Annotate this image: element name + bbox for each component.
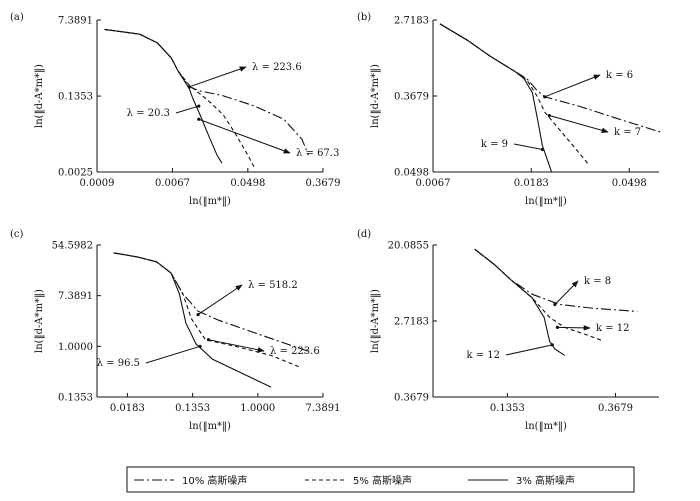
annotation-arrow [189, 66, 247, 88]
series-line-5pct [104, 28, 256, 169]
annotation-label: λ = 20.3 [127, 108, 170, 119]
annotation-label: λ = 223.6 [270, 346, 320, 357]
y-axis-label: ln(‖d-A*m*‖) [34, 64, 45, 128]
y-tick-label: 0.0498 [394, 168, 429, 179]
series-line-3pct [104, 28, 223, 164]
x-tick-label: 0.0183 [514, 178, 549, 189]
annotation-arrow [145, 345, 201, 364]
annotation-label: k = 12 [596, 323, 630, 334]
legend-label: 3% 高斯噪声 [516, 474, 575, 487]
chart-panel: (a) 0.0025 0.1353 7.3891 0.0009 0.0067 0.0498 0… [10, 12, 341, 207]
chart-panel: (b) 0.0498 0.3679 2.7183 0.0067 0.0183 0.0498 l… [357, 12, 663, 207]
annotation-arrow [175, 105, 199, 114]
x-tick-label: 1.0000 [240, 403, 275, 414]
annotation-label: λ = 96.5 [97, 358, 140, 369]
y-tick-label: 2.7183 [394, 317, 429, 328]
panel-label: (a) [10, 12, 24, 23]
legend: 10% 高斯噪声 5% 高斯噪声 3% 高斯噪声 [126, 466, 635, 493]
series-line-3pct [474, 248, 566, 356]
panel-label: (b) [357, 12, 371, 23]
series-line-5pct [474, 248, 604, 342]
annotation-label: λ = 67.3 [296, 148, 339, 159]
series-line-3pct [113, 252, 272, 388]
legend-box [126, 466, 635, 493]
x-tick-label: 0.1353 [175, 403, 210, 414]
y-tick-label: 7.3891 [58, 291, 93, 302]
x-tick-label: 0.0009 [80, 178, 115, 189]
x-tick-label: 0.3679 [598, 403, 633, 414]
x-axis-label: ln(‖m*‖) [525, 421, 567, 432]
annotation-arrow [549, 115, 609, 133]
x-axis-label: ln(‖m*‖) [525, 196, 567, 207]
chart-panel: (d) 0.3679 2.7183 20.0855 0.1353 0.3679 ln(‖m*… [357, 229, 659, 432]
y-tick-label: 54.5982 [52, 241, 93, 252]
x-tick-label: 0.0183 [110, 403, 145, 414]
series-line-10pct [104, 28, 310, 156]
annotation-label: k = 6 [606, 70, 633, 81]
x-tick-label: 0.0498 [230, 178, 265, 189]
annotation-arrow [513, 143, 543, 151]
x-axis-label: ln(‖m*‖) [189, 196, 231, 207]
y-tick-label: 1.0000 [58, 342, 93, 353]
x-tick-label: 0.0498 [612, 178, 647, 189]
y-tick-label: 2.7183 [394, 16, 429, 27]
y-tick-label: 0.1353 [58, 393, 93, 404]
y-tick-label: 20.0855 [388, 241, 429, 252]
legend-label: 5% 高斯噪声 [353, 474, 412, 487]
y-tick-label: 0.3679 [394, 92, 429, 103]
annotation-arrow [197, 284, 243, 316]
annotation-point [206, 338, 211, 342]
legend-label: 10% 高斯噪声 [182, 474, 247, 487]
annotation-label: λ = 518.2 [248, 280, 298, 291]
y-axis-label: ln(‖d-A*m*‖) [370, 64, 381, 128]
annotation-arrow [544, 74, 601, 98]
x-tick-label: 0.0067 [155, 178, 190, 189]
annotation-label: k = 9 [481, 139, 508, 150]
y-tick-label: 0.3679 [394, 393, 429, 404]
annotation-arrow [557, 325, 591, 331]
series-line-3pct [439, 23, 553, 172]
x-tick-label: 7.3891 [306, 403, 341, 414]
annotation-label: k = 7 [614, 127, 641, 138]
annotation-label: k = 12 [466, 350, 500, 361]
y-axis-label: ln(‖d-A*m*‖) [370, 289, 381, 353]
x-tick-label: 0.0067 [416, 178, 451, 189]
chart-panel: (c) 0.1353 1.0000 7.3891 54.5982 0.0183 0.1353… [10, 229, 341, 432]
y-tick-label: 0.0025 [58, 168, 93, 179]
annotation-label: λ = 223.6 [252, 62, 302, 73]
x-tick-label: 0.3679 [306, 178, 341, 189]
annotation-arrow [208, 339, 265, 353]
annotation-label: k = 8 [584, 276, 611, 287]
annotation-point [550, 343, 554, 347]
series-line-10pct [474, 248, 638, 312]
series-line-5pct [113, 252, 299, 368]
x-tick-label: 0.1353 [490, 403, 525, 414]
series-line-10pct [113, 252, 311, 353]
panel-label: (d) [357, 229, 371, 240]
annotation-arrow [505, 344, 553, 356]
annotation-arrow [554, 280, 579, 305]
y-tick-label: 0.1353 [58, 92, 93, 103]
y-tick-label: 7.3891 [58, 16, 93, 27]
x-axis-label: ln(‖m*‖) [189, 421, 231, 432]
panel-label: (c) [10, 229, 24, 240]
y-axis-label: ln(‖d-A*m*‖) [34, 289, 45, 353]
annotation-arrow [198, 118, 291, 154]
